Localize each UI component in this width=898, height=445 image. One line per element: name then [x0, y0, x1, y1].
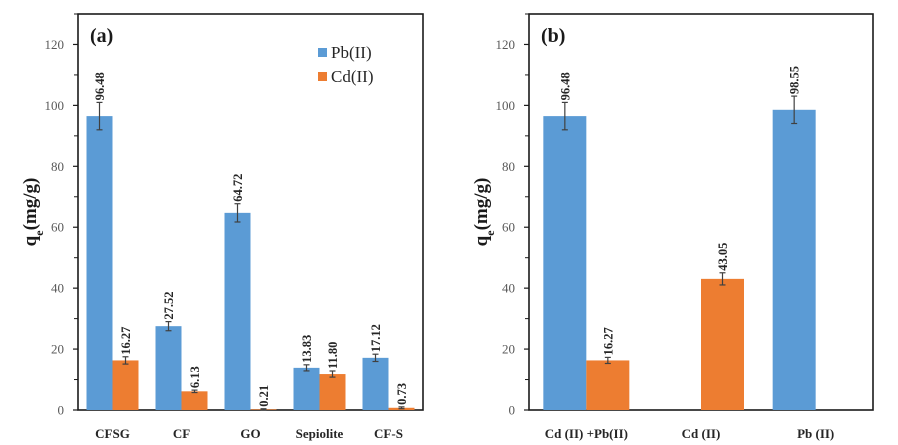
- data-label: 98.55: [788, 66, 802, 94]
- bar-pb: [362, 357, 389, 410]
- y-tick-label: 60: [51, 220, 64, 235]
- bar-cd: [701, 278, 744, 410]
- y-tick-label: 120: [45, 37, 65, 52]
- y-tick-label: 20: [51, 342, 64, 357]
- bar-pb: [86, 116, 113, 410]
- bar-cd: [586, 360, 630, 410]
- legend-swatch-cd: [318, 72, 327, 81]
- panel-label: (b): [541, 25, 565, 47]
- y-tick-label: 20: [502, 342, 515, 357]
- legend-entry: Cd(II): [331, 67, 373, 86]
- y-tick-label: 80: [502, 159, 515, 174]
- x-category-label: Sepiolite: [296, 426, 344, 441]
- x-category-label: CFSG: [95, 426, 130, 441]
- y-axis-title-q: q: [20, 235, 41, 246]
- panel-label: (a): [90, 25, 113, 47]
- y-tick-label: 0: [509, 403, 516, 418]
- data-label: 0.73: [395, 383, 409, 405]
- data-label: 17.12: [369, 324, 383, 352]
- data-label: 6.13: [188, 366, 202, 388]
- data-label: 11.80: [326, 342, 340, 369]
- y-tick-label: 60: [502, 220, 515, 235]
- data-label: 43.05: [716, 243, 730, 271]
- data-label: 64.72: [231, 174, 245, 202]
- x-category-label: CF-S: [374, 426, 403, 441]
- y-axis-title-sub: e: [32, 230, 46, 236]
- data-label: 16.27: [601, 327, 615, 355]
- data-label: 13.83: [300, 335, 314, 363]
- x-category-label: CF: [173, 426, 190, 441]
- data-label: 27.52: [162, 291, 176, 319]
- y-axis-title-sub: e: [483, 230, 497, 236]
- bar-pb: [543, 116, 587, 410]
- bar-pb: [293, 367, 320, 410]
- panel-b: 0 20 40 60 80 100 120 qe(mg/g) (b) 96.48 16.27 43.0…: [471, 13, 874, 441]
- bar-cd: [319, 374, 346, 410]
- y-tick-label: 100: [496, 98, 516, 113]
- bar-cd: [112, 360, 139, 410]
- panel-a: 0 20 40 60 80 100 120 qe(mg/g) (a) 96.48 27.52 64.7…: [20, 13, 424, 441]
- x-category-label: Pb (II): [797, 426, 834, 441]
- bar-pb: [224, 212, 251, 410]
- bar-pb: [772, 109, 816, 410]
- data-label: 96.48: [558, 72, 572, 100]
- x-category-label: GO: [240, 426, 260, 441]
- y-tick-label: 120: [496, 37, 516, 52]
- bar-pb: [155, 326, 182, 410]
- data-label: 96.48: [93, 72, 107, 100]
- bar-cd: [181, 391, 208, 410]
- y-axis-title: qe(mg/g): [471, 178, 497, 247]
- x-category-label: Cd (II): [682, 426, 721, 441]
- y-axis-title-q: q: [471, 235, 492, 246]
- y-tick-label: 40: [502, 281, 515, 296]
- y-tick-label: 0: [58, 403, 65, 418]
- data-label: 0.21: [257, 385, 271, 407]
- y-tick-label: 40: [51, 281, 64, 296]
- legend-entry: Pb(II): [331, 43, 372, 62]
- legend-swatch-pb: [318, 48, 327, 57]
- y-axis-title: qe(mg/g): [20, 178, 46, 247]
- y-tick-label: 100: [45, 98, 65, 113]
- data-label: 16.27: [119, 327, 133, 355]
- y-axis-title-unit: (mg/g): [471, 178, 492, 231]
- y-axis-title-unit: (mg/g): [20, 178, 41, 231]
- y-tick-label: 80: [51, 159, 64, 174]
- x-category-label: Cd (II) +Pb(II): [545, 426, 628, 441]
